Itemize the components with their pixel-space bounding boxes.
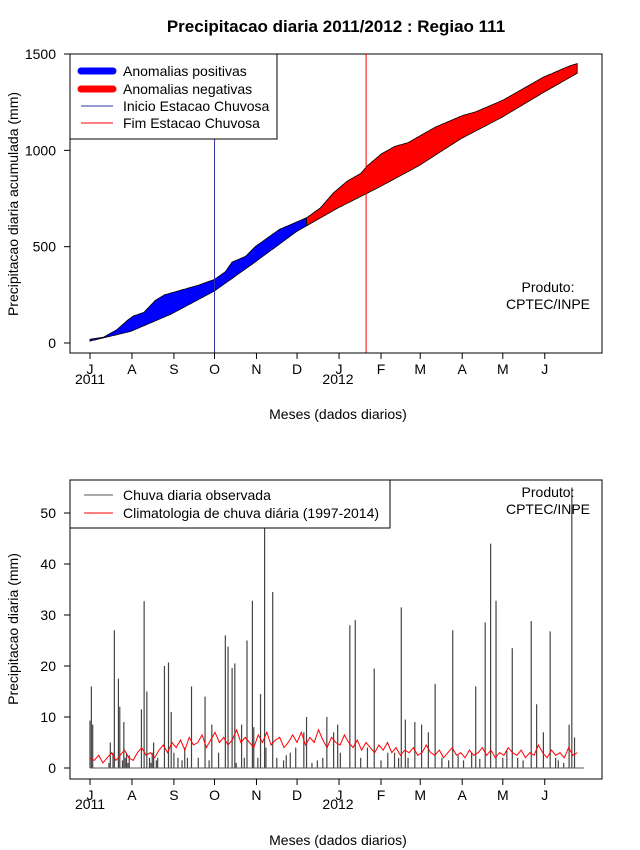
legend-label-climatology: Climatologia de chuva diária (1997-2014) — [123, 505, 379, 521]
chart1-month-label: J — [87, 361, 94, 377]
chart1-y-tick-label: 1000 — [25, 142, 56, 158]
chart1-y-tick-label: 1500 — [25, 46, 56, 62]
chart2-month-label: D — [292, 787, 302, 803]
chart2-y-tick-label: 10 — [40, 709, 56, 725]
chart2-month-label: N — [251, 787, 261, 803]
chart2-x-axis-label: Meses (dados diarios) — [269, 832, 407, 848]
chart2-y-tick-label: 0 — [48, 760, 56, 776]
legend-label-positive: Anomalias positivas — [123, 63, 247, 79]
chart2-year-label-2011: 2011 — [75, 796, 105, 812]
chart2-year-label-2012: 2012 — [322, 796, 353, 812]
chart2-daily-rain-bars — [89, 487, 576, 768]
legend-label-start-season: Inicio Estacao Chuvosa — [123, 98, 270, 114]
chart1-y-tick-label: 500 — [33, 239, 57, 255]
chart2-credit-line2: CPTEC/INPE — [506, 501, 590, 517]
chart1-y-axis-label: Precipitacao diaria acumulada (mm) — [5, 92, 21, 316]
chart2-month-label: M — [497, 787, 509, 803]
legend-label-end-season: Fim Estacao Chuvosa — [123, 115, 260, 131]
chart1-month-label: J — [541, 361, 548, 377]
chart1-y-axis: 0 500 1000 1500 — [25, 46, 71, 351]
legend-label-observed-rain: Chuva diaria observada — [123, 487, 271, 503]
chart1-month-label: S — [169, 361, 178, 377]
chart1-month-label: M — [497, 361, 509, 377]
chart2-y-axis-label: Precipitacao diaria (mm) — [5, 553, 21, 705]
chart1-anomaly-area — [89, 63, 578, 342]
chart1-month-label: A — [127, 361, 137, 377]
chart2-month-label: A — [127, 787, 137, 803]
chart2-legend: Chuva diaria observada Climatologia de c… — [69, 479, 391, 529]
chart2-y-tick-label: 40 — [40, 556, 56, 572]
chart1-credit-line2: CPTEC/INPE — [506, 296, 590, 312]
chart1-year-label-2012: 2012 — [322, 371, 353, 387]
chart1-y-tick-label: 0 — [48, 335, 56, 351]
chart2-y-axis: 0 10 20 30 40 50 — [40, 505, 71, 776]
chart1-title: Precipitacao diaria 2011/2012 : Regiao 1… — [167, 17, 505, 36]
chart1-month-label: M — [414, 361, 426, 377]
chart2-month-label: J — [541, 787, 548, 803]
chart1-month-label: D — [292, 361, 302, 377]
chart2-legend-box — [69, 479, 391, 529]
chart2-y-tick-label: 50 — [40, 505, 56, 521]
chart1-month-label: A — [458, 361, 468, 377]
chart2-month-label: S — [169, 787, 178, 803]
chart2-month-label: J — [336, 787, 343, 803]
chart1-month-label: O — [209, 361, 220, 377]
chart1-year-label-2011: 2011 — [75, 371, 105, 387]
chart2-y-tick-label: 20 — [40, 658, 56, 674]
positive-anomaly-area — [89, 217, 307, 342]
chart1-x-axis-label: Meses (dados diarios) — [269, 406, 407, 422]
negative-anomaly-area — [306, 63, 578, 227]
chart2-month-label: M — [414, 787, 426, 803]
chart2-month-label: J — [87, 787, 94, 803]
chart1-month-label: J — [336, 361, 343, 377]
chart2-credit-line1: Produto: — [522, 484, 575, 500]
chart1-month-label: N — [251, 361, 261, 377]
chart2-climatology-line — [89, 728, 578, 764]
legend-label-negative: Anomalias negativas — [123, 81, 252, 97]
chart2-month-label: F — [377, 787, 386, 803]
chart2-y-tick-label: 30 — [40, 607, 56, 623]
chart2-month-label: O — [209, 787, 220, 803]
chart1-credit-line1: Produto: — [522, 279, 575, 295]
chart1-month-label: F — [377, 361, 386, 377]
chart1-legend: Anomalias positivas Anomalias negativas … — [69, 53, 278, 140]
chart2-month-label: A — [458, 787, 468, 803]
